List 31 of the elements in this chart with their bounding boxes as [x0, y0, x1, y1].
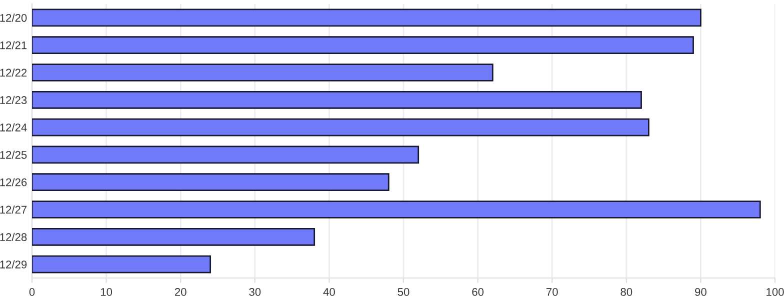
bar: [32, 118, 650, 136]
y-tick-label: 12/24: [0, 123, 27, 132]
y-tick-label: 12/28: [0, 232, 27, 242]
bar: [32, 64, 494, 82]
x-tick-label: 40: [323, 288, 335, 296]
y-tick-label: 12/21: [0, 41, 27, 50]
bar: [32, 90, 642, 109]
x-tick-label: 0: [29, 288, 35, 296]
x-tick-label: 100: [766, 288, 784, 296]
x-tick-label: 50: [398, 288, 410, 296]
x-tick-label: 90: [695, 288, 706, 296]
bar: [32, 228, 316, 246]
x-tick-label: 10: [100, 288, 112, 296]
y-tick-label: 12/22: [0, 68, 27, 77]
bar: [32, 200, 761, 218]
y-tick-label: 12/25: [0, 150, 27, 159]
y-tick-label: 12/26: [0, 178, 27, 186]
y-tick-label: 12/29: [0, 260, 27, 268]
x-tick-label: 70: [546, 288, 558, 296]
x-tick-label: 30: [249, 288, 261, 296]
bar: [32, 255, 212, 274]
y-tick-label: 12/27: [0, 205, 27, 214]
y-tick-label: 12/23: [0, 96, 27, 104]
bar: [32, 173, 390, 192]
x-tick-label: 20: [174, 288, 186, 296]
y-tick-label: 12/20: [0, 14, 27, 22]
bar: [32, 36, 694, 54]
bar: [32, 8, 702, 27]
x-tick-label: 80: [620, 288, 632, 296]
bar: [32, 146, 420, 164]
x-tick-label: 60: [472, 288, 484, 296]
